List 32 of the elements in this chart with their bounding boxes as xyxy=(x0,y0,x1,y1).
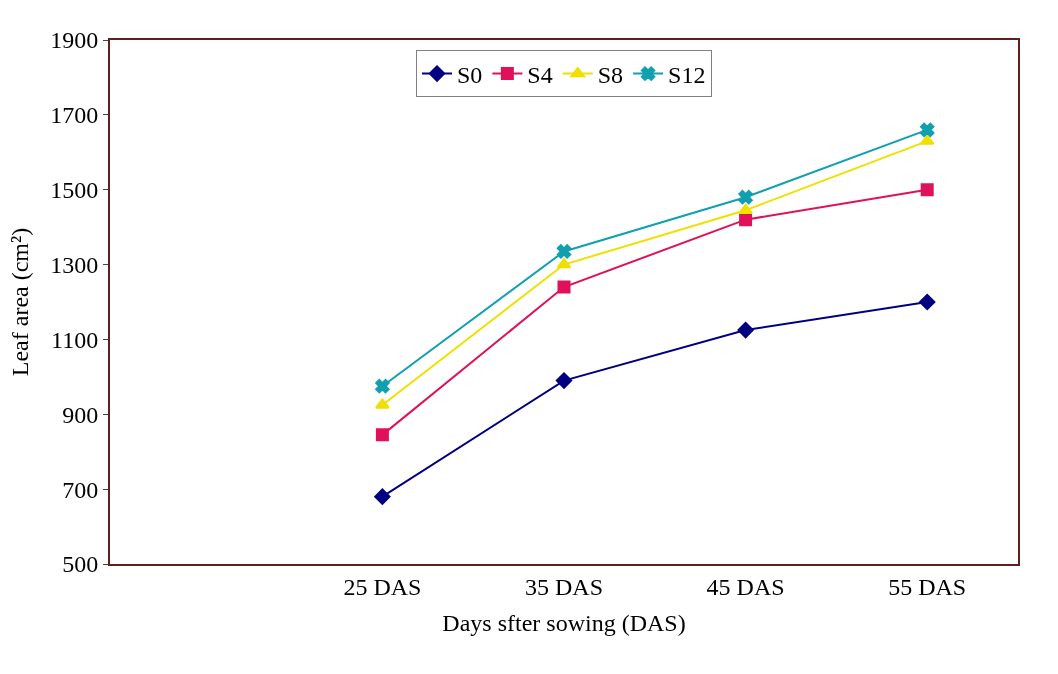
x-tick-label: 35 DAS xyxy=(524,573,604,600)
y-tick-label: 1700 xyxy=(50,102,99,129)
x-tick-label: 25 DAS xyxy=(343,573,422,600)
point xyxy=(375,398,390,409)
y-tick-label: 1900 xyxy=(50,27,99,54)
y-tick-label: 1500 xyxy=(50,177,99,204)
point xyxy=(556,244,572,259)
point xyxy=(739,213,753,227)
legend-label: S4 xyxy=(527,61,553,88)
point xyxy=(375,378,390,394)
x-tick-label: 55 DAS xyxy=(888,573,967,600)
x-axis-title: Days sfter sowing (DAS) xyxy=(442,609,686,636)
y-tick-label: 900 xyxy=(62,401,99,428)
point xyxy=(919,122,935,138)
point xyxy=(557,280,571,294)
point xyxy=(919,293,936,311)
y-tick-label: 1300 xyxy=(50,251,99,278)
point xyxy=(375,428,389,442)
legend-label: S12 xyxy=(668,61,706,88)
point xyxy=(374,488,391,505)
point xyxy=(737,321,754,339)
x-tick-label: 45 DAS xyxy=(706,573,785,600)
y-tick-label: 500 xyxy=(62,551,99,578)
point xyxy=(738,189,753,205)
point xyxy=(555,372,573,389)
y-axis-title: Leaf area (cm²) xyxy=(6,227,33,377)
point xyxy=(920,183,934,197)
point xyxy=(738,203,753,215)
legend-label: S0 xyxy=(457,61,483,88)
legend-label: S8 xyxy=(597,61,624,88)
y-tick-label: 1100 xyxy=(51,326,99,353)
y-tick-label: 700 xyxy=(62,476,99,503)
